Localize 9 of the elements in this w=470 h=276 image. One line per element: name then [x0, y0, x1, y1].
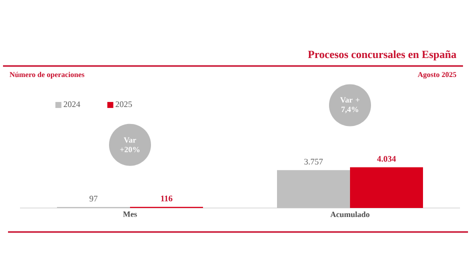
data-label: 116: [161, 196, 172, 202]
data-label: 97: [90, 196, 98, 202]
chart-title: Procesos concursales en España: [308, 50, 456, 60]
data-label: 3.757: [304, 158, 323, 165]
bar: [277, 170, 350, 208]
legend-label: 2024: [64, 101, 80, 108]
legend-label: 2025: [116, 101, 132, 108]
bar: [350, 167, 424, 208]
data-label: 4.034: [377, 156, 396, 162]
